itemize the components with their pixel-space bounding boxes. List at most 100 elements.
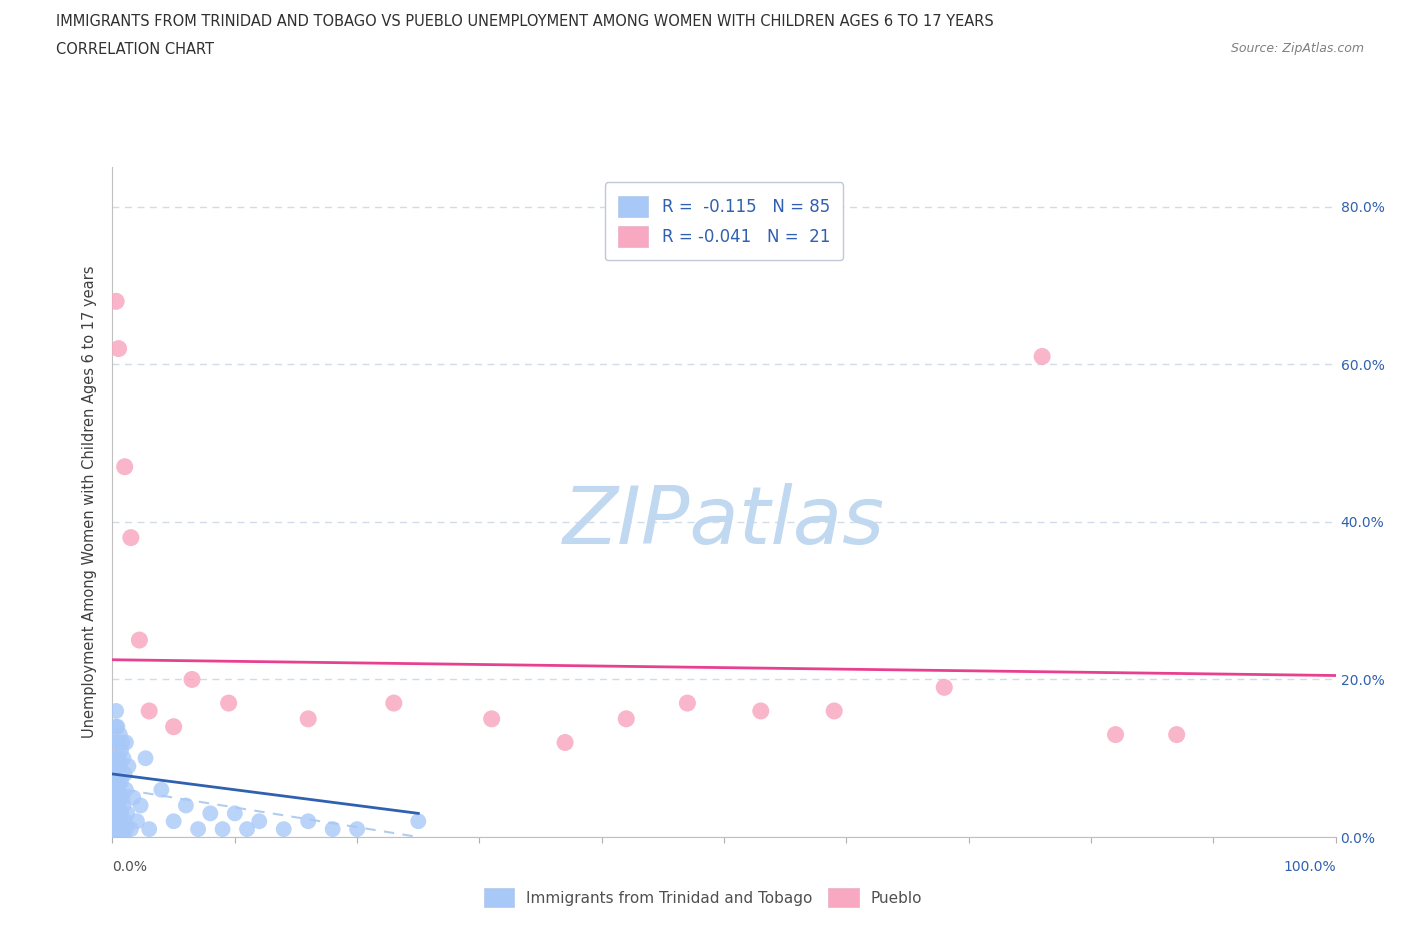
Point (103, 798, 125, 813)
Y-axis label: Unemployment Among Women with Children Ages 6 to 17 years: Unemployment Among Women with Children A… (82, 266, 97, 738)
Point (115, 806, 138, 821)
Point (110, 806, 132, 821)
Point (104, 790, 127, 805)
Point (554, 735, 576, 750)
Point (103, 806, 125, 821)
Point (103, 759, 125, 774)
Point (105, 830, 128, 844)
Point (105, 703, 128, 718)
Legend: Immigrants from Trinidad and Tobago, Pueblo: Immigrants from Trinidad and Tobago, Pue… (478, 883, 928, 913)
Point (105, 735, 128, 750)
Point (823, 703, 845, 718)
Point (481, 711, 503, 726)
Text: 100.0%: 100.0% (1284, 860, 1336, 874)
Point (114, 766, 136, 781)
Point (112, 830, 135, 844)
Point (934, 680, 956, 695)
Point (297, 814, 319, 829)
Point (218, 696, 240, 711)
Text: ZIPatlas: ZIPatlas (562, 484, 886, 562)
Point (297, 711, 319, 726)
Point (128, 632, 150, 647)
Point (138, 703, 160, 718)
Point (105, 751, 128, 765)
Point (104, 814, 127, 829)
Point (1166, 727, 1188, 742)
Point (122, 790, 145, 805)
Point (1031, 349, 1053, 364)
Point (105, 814, 128, 829)
Point (107, 341, 129, 356)
Text: CORRELATION CHART: CORRELATION CHART (56, 42, 214, 57)
Point (105, 719, 128, 734)
Point (107, 751, 129, 765)
Point (112, 798, 135, 813)
Point (322, 822, 344, 837)
Point (103, 782, 125, 797)
Point (117, 759, 139, 774)
Point (273, 822, 295, 837)
Point (112, 751, 135, 765)
Point (110, 743, 132, 758)
Point (104, 775, 127, 790)
Point (104, 806, 127, 821)
Point (105, 735, 128, 750)
Point (115, 822, 138, 837)
Point (108, 727, 131, 742)
Point (103, 766, 125, 781)
Point (111, 790, 134, 805)
Point (114, 814, 136, 829)
Point (108, 830, 131, 844)
Point (150, 782, 173, 797)
Point (104, 766, 127, 781)
Point (105, 294, 128, 309)
Point (107, 775, 129, 790)
Point (138, 822, 160, 837)
Point (108, 814, 131, 829)
Point (211, 822, 233, 837)
Point (105, 822, 128, 837)
Point (103, 814, 125, 829)
Point (104, 798, 127, 813)
Point (103, 822, 125, 837)
Point (104, 830, 127, 844)
Point (111, 822, 134, 837)
Point (614, 711, 637, 726)
Point (174, 798, 197, 813)
Point (200, 806, 222, 821)
Point (105, 814, 128, 829)
Point (110, 775, 132, 790)
Point (224, 806, 246, 821)
Text: Source: ZipAtlas.com: Source: ZipAtlas.com (1230, 42, 1364, 55)
Point (105, 790, 128, 805)
Point (163, 814, 186, 829)
Point (105, 830, 128, 844)
Point (115, 782, 138, 797)
Text: 0.0%: 0.0% (112, 860, 148, 874)
Point (107, 814, 129, 829)
Point (104, 822, 127, 837)
Point (110, 830, 132, 844)
Point (103, 790, 125, 805)
Point (103, 830, 125, 844)
Point (408, 814, 430, 829)
Point (105, 782, 128, 797)
Point (105, 798, 128, 813)
Point (115, 735, 138, 750)
Point (382, 696, 405, 711)
Point (1104, 727, 1126, 742)
Point (346, 822, 368, 837)
Text: IMMIGRANTS FROM TRINIDAD AND TOBAGO VS PUEBLO UNEMPLOYMENT AMONG WOMEN WITH CHIL: IMMIGRANTS FROM TRINIDAD AND TOBAGO VS P… (56, 14, 994, 29)
Point (181, 672, 204, 687)
Point (120, 530, 142, 545)
Point (107, 830, 129, 844)
Point (108, 759, 131, 774)
Point (104, 759, 127, 774)
Point (105, 775, 128, 790)
Point (107, 798, 129, 813)
Point (105, 822, 128, 837)
Point (111, 735, 134, 750)
Legend: R =  -0.115   N = 85, R = -0.041   N =  21: R = -0.115 N = 85, R = -0.041 N = 21 (605, 182, 844, 260)
Point (120, 822, 142, 837)
Point (163, 719, 186, 734)
